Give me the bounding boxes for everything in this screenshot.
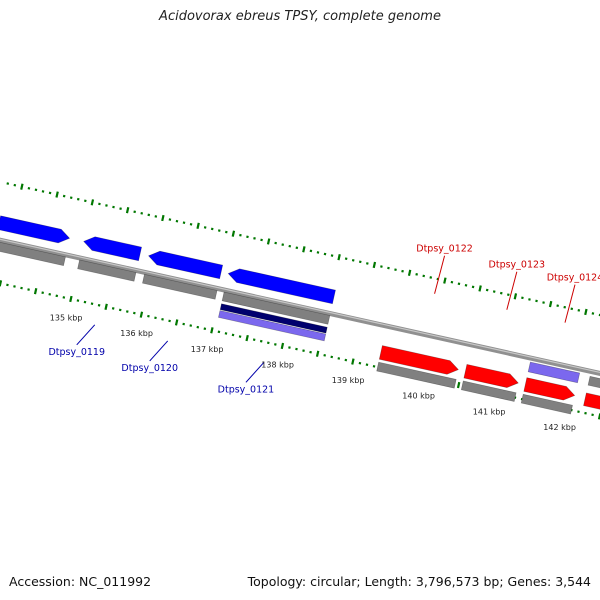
gene-leader-line — [76, 324, 96, 346]
gene-label: Dtpsy_0120 — [121, 363, 178, 374]
gene-track-block — [77, 259, 137, 282]
outer-tick — [104, 303, 108, 310]
gene-label: Dtpsy_0124 — [547, 273, 600, 284]
backbone-line — [0, 237, 600, 377]
outer-tick — [280, 342, 285, 350]
inner-tick — [548, 300, 553, 308]
gene-track-block — [142, 273, 218, 300]
outer-tick — [245, 334, 249, 342]
outer-tick — [139, 311, 144, 318]
backbone — [0, 237, 600, 377]
inner-tick — [302, 246, 306, 253]
accession-text: Accession: NC_011992 — [9, 574, 152, 589]
outer-tick — [315, 350, 320, 357]
gene-track-block — [587, 375, 600, 389]
outer-tick — [456, 381, 461, 389]
inner-tick — [266, 238, 271, 245]
outer-tick — [69, 295, 73, 303]
gene-track-block — [221, 291, 331, 325]
gene-feature — [463, 364, 519, 388]
backbone-highlight — [0, 238, 600, 374]
outer-tick — [0, 280, 3, 287]
gene-label: Dtpsy_0119 — [48, 347, 105, 358]
gene-label: Dtpsy_0122 — [416, 244, 473, 255]
axis-labels: 135 kbp 136 kbp 137 kbp 138 kbp 139 kbp 140 k… — [50, 313, 576, 432]
gene-feature — [227, 268, 336, 305]
gene-leader-line — [564, 284, 576, 323]
gene-label: Dtpsy_0123 — [489, 260, 546, 271]
dark-feature — [219, 303, 328, 334]
outer-tick — [351, 358, 355, 365]
inner-tick — [513, 293, 518, 300]
inner-tick — [478, 285, 482, 292]
gene-labels: Dtpsy_0119 Dtpsy_0120 Dtpsy_0121 Dtpsy_0122… — [48, 244, 600, 396]
gene-feature — [83, 236, 142, 262]
gene-feature-partial — [583, 392, 600, 410]
inner-tick — [20, 183, 24, 190]
gene-track-block — [376, 361, 457, 389]
gene-track-block — [460, 380, 517, 402]
gene-track-block — [0, 241, 66, 266]
gene-feature — [523, 377, 576, 401]
inner-tick — [584, 308, 588, 316]
gene-leader-line — [245, 362, 265, 383]
summary-text: Topology: circular; Length: 3,796,573 bp… — [247, 574, 591, 589]
inner-tick — [231, 230, 236, 237]
gene-label: Dtpsy_0121 — [218, 384, 275, 395]
axis-tick-label: 137 kbp — [191, 345, 224, 354]
outer-tick — [33, 287, 38, 295]
inner-tick — [90, 199, 95, 206]
rna-feature — [527, 361, 581, 384]
gene-leader-line — [506, 271, 518, 310]
gene-feature — [148, 250, 224, 280]
axis-tick-label: 142 kbp — [543, 423, 576, 432]
feature-tracks — [0, 215, 600, 415]
inner-tick — [55, 191, 59, 198]
axis-tick-label: 141 kbp — [473, 407, 506, 416]
inner-tick — [443, 277, 447, 284]
outer-tick — [174, 319, 179, 326]
inner-tick — [125, 207, 130, 214]
inner-tick — [372, 261, 377, 269]
gene-feature — [378, 345, 459, 375]
gene-track-block — [520, 393, 573, 415]
axis-tick-label: 139 kbp — [332, 376, 365, 385]
inner-tick — [407, 269, 412, 276]
axis-tick-label: 135 kbp — [50, 313, 83, 322]
map-title: Acidovorax ebreus TPSY, complete genome — [159, 9, 441, 24]
gene-leader-line — [149, 340, 169, 362]
gene-leader-line — [434, 255, 446, 294]
gene-feature-partial — [0, 215, 71, 244]
outer-tick — [210, 327, 214, 334]
inner-tick — [337, 253, 341, 261]
axis-tick-label: 136 kbp — [120, 329, 153, 338]
inner-tick — [161, 214, 165, 222]
axis-tick-label: 138 kbp — [261, 360, 294, 369]
axis-tick-label: 140 kbp — [402, 392, 435, 401]
inner-tick — [196, 222, 200, 230]
rna-feature — [218, 310, 327, 342]
